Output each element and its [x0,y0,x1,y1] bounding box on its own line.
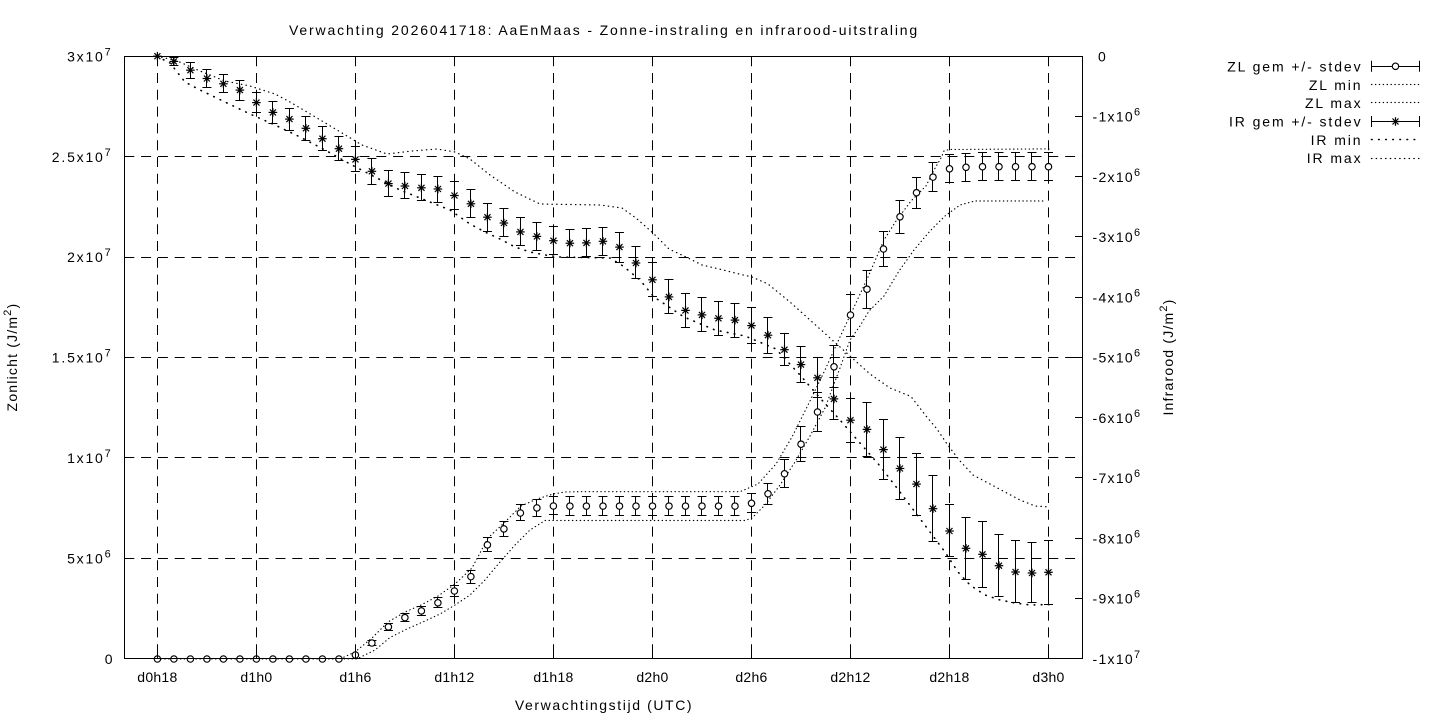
svg-text:5x106: 5x106 [67,548,112,566]
svg-text:IR max: IR max [1307,150,1363,166]
svg-text:-1x107: -1x107 [1093,649,1142,667]
svg-text:1.5x107: 1.5x107 [52,348,113,366]
svg-text:ZL gem +/- stdev: ZL gem +/- stdev [1227,59,1362,75]
svg-text:-8x106: -8x106 [1093,528,1142,546]
svg-text:d2h18: d2h18 [929,669,969,685]
svg-text:IR min: IR min [1311,132,1363,148]
svg-text:1x107: 1x107 [67,448,112,466]
svg-text:d2h12: d2h12 [830,669,870,685]
svg-text:d1h18: d1h18 [533,669,573,685]
svg-text:-4x106: -4x106 [1093,287,1142,305]
svg-text:Infrarood (J/m2): Infrarood (J/m2) [1158,298,1176,415]
svg-text:0: 0 [105,651,113,667]
svg-text:-6x106: -6x106 [1093,408,1142,426]
svg-text:d2h0: d2h0 [636,669,668,685]
svg-text:-1x106: -1x106 [1093,107,1142,125]
svg-text:-7x106: -7x106 [1093,468,1142,486]
svg-text:3x107: 3x107 [67,46,112,64]
svg-text:2x107: 2x107 [67,247,112,265]
svg-text:Verwachtingstijd (UTC): Verwachtingstijd (UTC) [515,697,693,713]
svg-text:Verwachting 2026041718: AaEnMa: Verwachting 2026041718: AaEnMaas - Zonne… [289,22,919,38]
svg-text:-2x106: -2x106 [1093,167,1142,185]
svg-text:d1h12: d1h12 [434,669,474,685]
svg-text:-5x106: -5x106 [1093,348,1142,366]
svg-text:d0h18: d0h18 [137,669,177,685]
svg-text:IR gem +/- stdev: IR gem +/- stdev [1229,114,1363,130]
svg-text:d1h6: d1h6 [339,669,371,685]
svg-text:d1h0: d1h0 [240,669,272,685]
svg-text:d2h6: d2h6 [735,669,767,685]
svg-text:-3x106: -3x106 [1093,227,1142,245]
svg-text:Zonlicht (J/m2): Zonlicht (J/m2) [2,303,20,412]
svg-text:ZL max: ZL max [1305,95,1363,111]
svg-text:d3h0: d3h0 [1032,669,1064,685]
svg-text:ZL min: ZL min [1309,77,1363,93]
svg-text:-9x106: -9x106 [1093,589,1142,607]
svg-text:2.5x107: 2.5x107 [52,147,113,165]
svg-text:0: 0 [1098,48,1106,64]
